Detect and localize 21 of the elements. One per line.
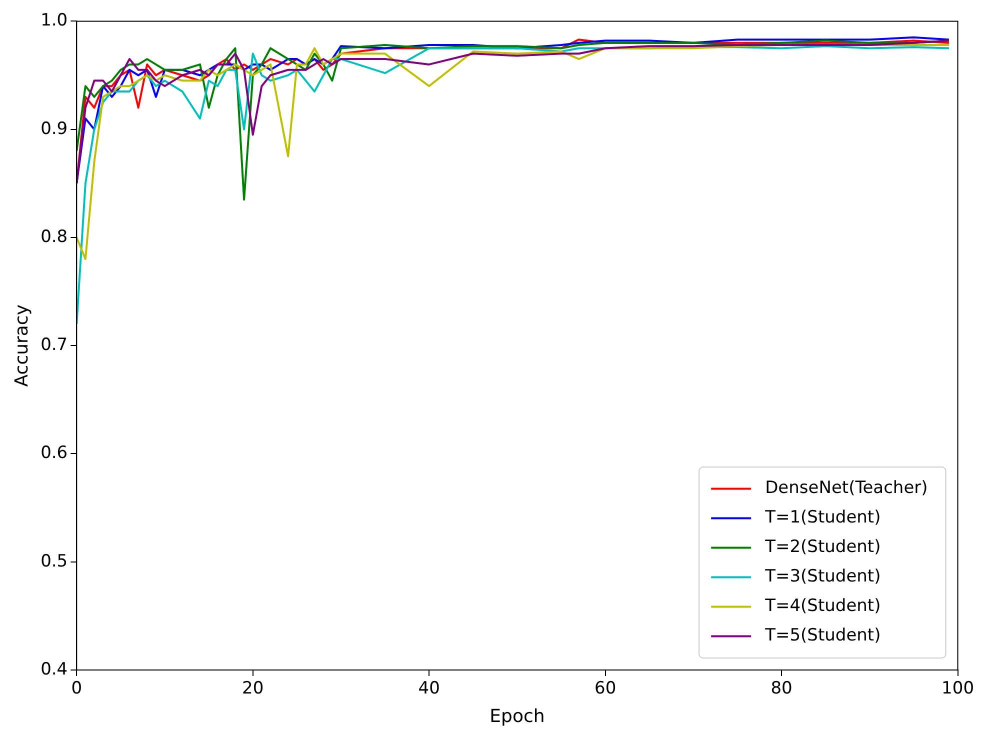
legend-label: T=4(Student)	[764, 596, 881, 616]
x-axis-title: Epoch	[490, 706, 545, 727]
y-tick-label: 1.0	[40, 10, 68, 31]
y-tick-label: 0.5	[40, 551, 68, 572]
legend-label: DenseNet(Teacher)	[765, 478, 928, 498]
x-tick-label: 60	[594, 678, 616, 699]
y-tick-label: 0.9	[40, 118, 68, 139]
y-tick-label: 0.6	[40, 443, 68, 464]
legend-label: T=1(Student)	[764, 508, 881, 528]
legend-label: T=3(Student)	[764, 566, 881, 587]
legend-label: T=2(Student)	[764, 537, 881, 558]
x-tick-label: 80	[770, 678, 792, 699]
y-tick-label: 0.7	[40, 335, 68, 356]
y-tick-label: 0.4	[40, 659, 68, 680]
y-tick-label: 0.8	[40, 226, 68, 247]
x-tick-label: 100	[942, 678, 974, 699]
y-axis-title: Accuracy	[11, 304, 32, 387]
x-tick-label: 20	[242, 678, 264, 699]
legend-label: T=5(Student)	[764, 626, 881, 646]
x-tick-label: 0	[71, 678, 82, 699]
x-tick-label: 40	[418, 678, 440, 699]
